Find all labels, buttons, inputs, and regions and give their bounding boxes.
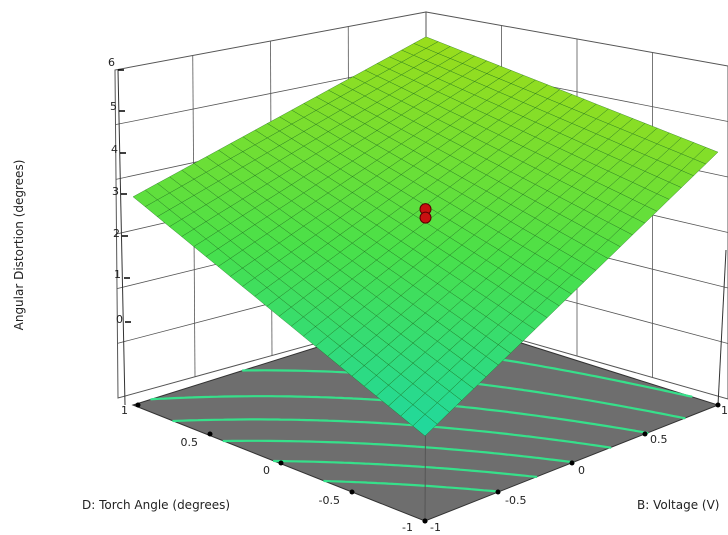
b-tick-mark xyxy=(642,431,648,437)
z-tick-labels: 0 1 2 3 4 5 6 xyxy=(108,56,123,326)
d-tick-mark xyxy=(349,489,355,495)
design-point xyxy=(419,211,432,224)
b-tick-mark xyxy=(715,402,721,408)
d-tick-label: 1 xyxy=(121,404,128,417)
b-tick-label: 0 xyxy=(578,464,585,477)
d-tick-label: -1 xyxy=(402,521,413,534)
d-tick-mark xyxy=(278,460,284,466)
d-tick-label: 0.5 xyxy=(181,436,199,449)
cube-edge xyxy=(117,69,126,406)
b-tick-label: -0.5 xyxy=(505,494,526,507)
cube-edge xyxy=(717,249,727,406)
b-tick-label: 0.5 xyxy=(650,433,668,446)
tick-marks xyxy=(118,69,721,524)
contour-line xyxy=(222,439,575,464)
b-tick-mark xyxy=(495,489,501,495)
z-tick-label: 0 xyxy=(116,313,123,326)
b-tick-mark xyxy=(569,460,575,466)
z-tick-label: 4 xyxy=(111,143,118,156)
x-axis-title: D: Torch Angle (degrees) xyxy=(82,498,230,512)
design-points xyxy=(419,203,432,224)
z-tick-label: 2 xyxy=(113,227,120,240)
b-tick-label: 1 xyxy=(721,404,728,417)
response-surface xyxy=(132,36,719,437)
z-tick-label: 6 xyxy=(108,56,115,69)
b-tick-label: -1 xyxy=(430,521,441,534)
d-tick-labels: -1 -0.5 0 0.5 1 xyxy=(121,404,413,534)
z-tick-label: 1 xyxy=(114,268,121,281)
d-tick-label: 0 xyxy=(263,464,270,477)
contour-line xyxy=(272,459,538,478)
z-tick-label: 5 xyxy=(110,100,117,113)
b-tick-labels: -1 -0.5 0 0.5 1 xyxy=(430,404,728,534)
surface-cell xyxy=(412,414,438,437)
d-tick-label: -0.5 xyxy=(319,494,340,507)
d-tick-mark xyxy=(207,431,213,437)
y-axis-title: B: Voltage (V) xyxy=(637,498,720,512)
d-tick-mark xyxy=(135,402,141,408)
z-tick-label: 3 xyxy=(112,185,119,198)
b-tick-mark xyxy=(422,518,428,524)
z-axis-title: Angular Distortion (degrees) xyxy=(12,160,26,331)
